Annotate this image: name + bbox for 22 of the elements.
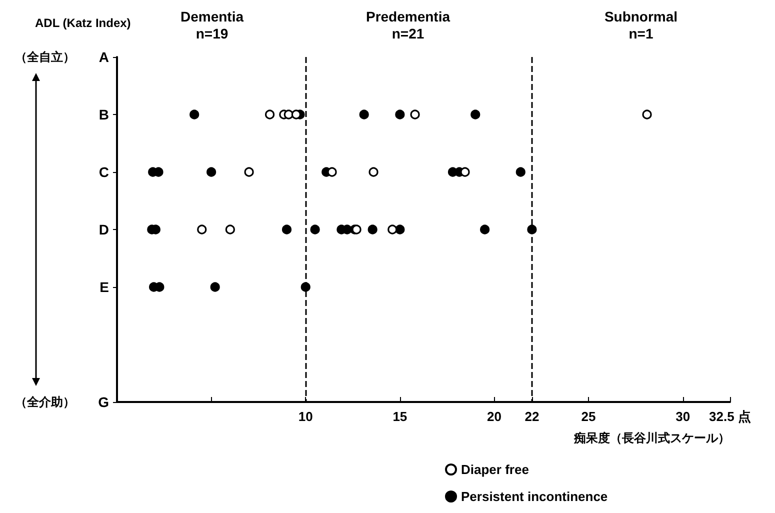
y-tick-label: C [98, 164, 109, 180]
legend-label: Persistent incontinence [461, 489, 608, 504]
text: Predementia n=21 [366, 8, 450, 42]
text: Subnormal n=1 [604, 8, 678, 42]
y-tick-label: E [100, 279, 109, 295]
x-tick-label: 20 [486, 409, 502, 424]
x-tick-label: 15 [392, 409, 408, 424]
x-axis-title: 痴呆度（長谷川式スケール） [573, 431, 730, 445]
x-tick-label: 22 [524, 409, 540, 424]
y-tick-label: G [98, 394, 110, 410]
y-axis-title: ADL (Katz Index) [35, 16, 131, 30]
legend-label: Diaper free [461, 462, 529, 477]
y-tick-label: A [98, 49, 109, 65]
x-tick-label: 25 [581, 409, 596, 424]
y-tick-label: B [98, 106, 109, 122]
text: （全自立） [15, 50, 75, 64]
y-tick-label: D [98, 222, 109, 238]
text: Dementia n=19 [180, 8, 244, 42]
x-tick-label: 30 [676, 409, 690, 424]
x-tick-label: 10 [298, 409, 313, 424]
text: （全介助） [15, 395, 75, 409]
x-tick-label: 32.5 点 [709, 409, 751, 424]
